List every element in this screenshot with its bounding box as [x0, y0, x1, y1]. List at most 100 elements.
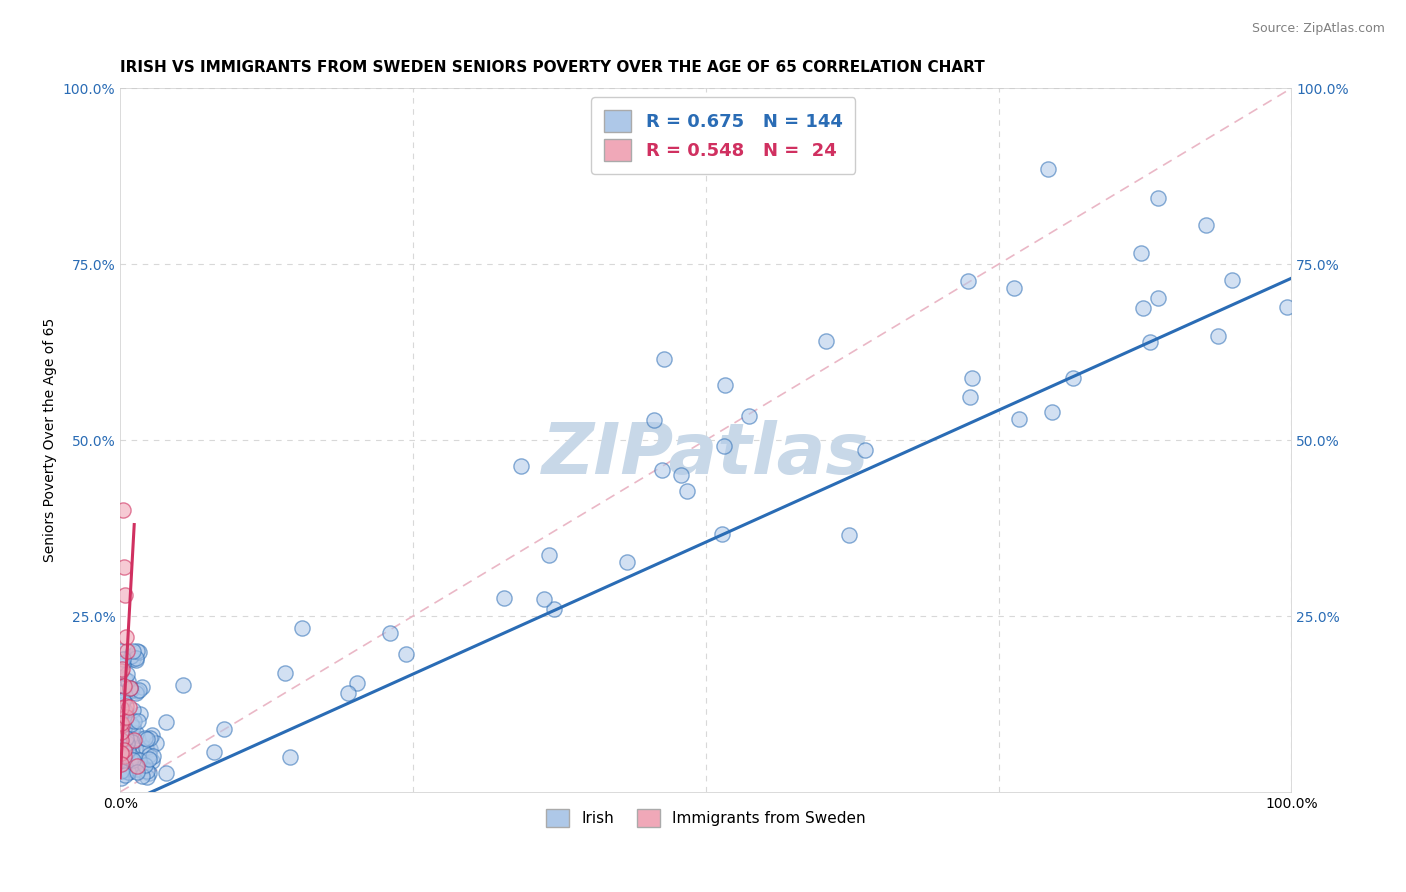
Irish	[139, 742, 162, 756]
Irish	[1147, 191, 1170, 205]
Irish	[122, 704, 145, 718]
Immigrants from Sweden	[114, 588, 136, 602]
Irish	[131, 760, 153, 774]
Immigrants from Sweden	[110, 733, 132, 747]
Immigrants from Sweden	[110, 725, 132, 739]
Irish	[337, 686, 360, 700]
Irish	[124, 653, 146, 667]
Irish	[616, 555, 638, 569]
Irish	[652, 352, 675, 367]
Irish	[112, 706, 135, 721]
Irish	[1002, 281, 1025, 295]
Irish	[128, 707, 150, 722]
Irish	[134, 731, 156, 745]
Irish	[125, 743, 148, 757]
Irish	[538, 548, 561, 562]
Irish	[111, 739, 134, 754]
Irish	[278, 749, 301, 764]
Irish	[713, 439, 735, 453]
Immigrants from Sweden	[125, 759, 148, 773]
Irish	[110, 751, 132, 765]
Immigrants from Sweden	[115, 630, 138, 644]
Immigrants from Sweden	[115, 699, 138, 714]
Immigrants from Sweden	[110, 715, 132, 730]
Irish	[111, 692, 134, 706]
Irish	[112, 691, 135, 706]
Irish	[125, 726, 148, 740]
Irish	[145, 736, 167, 750]
Irish	[533, 591, 555, 606]
Irish	[492, 591, 515, 606]
Irish	[117, 739, 139, 754]
Irish	[129, 753, 152, 767]
Irish	[155, 714, 177, 729]
Irish	[713, 377, 735, 392]
Irish	[142, 748, 165, 763]
Irish	[651, 462, 673, 476]
Irish	[959, 390, 981, 404]
Immigrants from Sweden	[114, 743, 136, 757]
Irish	[131, 769, 153, 783]
Immigrants from Sweden	[112, 559, 135, 574]
Irish	[110, 698, 132, 713]
Immigrants from Sweden	[115, 709, 138, 723]
Irish	[112, 760, 135, 774]
Irish	[125, 756, 148, 771]
Irish	[110, 764, 132, 779]
Irish	[112, 681, 135, 695]
Irish	[291, 621, 314, 635]
Irish	[155, 766, 177, 780]
Irish	[114, 754, 136, 768]
Irish	[112, 763, 135, 777]
Irish	[125, 644, 148, 658]
Irish	[115, 748, 138, 763]
Irish	[115, 756, 138, 771]
Immigrants from Sweden	[111, 503, 134, 517]
Irish	[118, 681, 141, 695]
Irish	[1147, 291, 1170, 305]
Irish	[135, 731, 157, 746]
Irish	[510, 459, 533, 474]
Immigrants from Sweden	[110, 701, 132, 715]
Irish	[120, 717, 142, 731]
Irish	[1277, 300, 1299, 314]
Irish	[118, 761, 141, 775]
Irish	[134, 758, 156, 772]
Irish	[110, 748, 132, 763]
Irish	[115, 748, 138, 763]
Irish	[121, 644, 143, 658]
Irish	[112, 693, 135, 707]
Irish	[128, 753, 150, 767]
Irish	[202, 745, 225, 759]
Irish	[138, 752, 160, 766]
Irish	[117, 765, 139, 780]
Irish	[120, 648, 142, 663]
Irish	[114, 768, 136, 782]
Immigrants from Sweden	[118, 681, 141, 695]
Irish	[141, 754, 163, 768]
Immigrants from Sweden	[110, 756, 132, 771]
Immigrants from Sweden	[117, 699, 139, 714]
Irish	[1062, 371, 1084, 385]
Irish	[711, 527, 734, 541]
Irish	[138, 748, 160, 763]
Irish	[121, 735, 143, 749]
Irish	[115, 667, 138, 681]
Irish	[125, 764, 148, 779]
Immigrants from Sweden	[111, 718, 134, 732]
Text: Source: ZipAtlas.com: Source: ZipAtlas.com	[1251, 22, 1385, 36]
Irish	[111, 652, 134, 666]
Irish	[853, 443, 876, 458]
Immigrants from Sweden	[122, 733, 145, 747]
Irish	[114, 672, 136, 686]
Irish	[110, 771, 132, 785]
Text: IRISH VS IMMIGRANTS FROM SWEDEN SENIORS POVERTY OVER THE AGE OF 65 CORRELATION C: IRISH VS IMMIGRANTS FROM SWEDEN SENIORS …	[120, 60, 986, 75]
Irish	[114, 731, 136, 746]
Irish	[395, 647, 418, 661]
Irish	[111, 762, 134, 776]
Irish	[135, 764, 157, 779]
Irish	[1220, 273, 1243, 287]
Irish	[112, 656, 135, 670]
Irish	[114, 704, 136, 718]
Irish	[1195, 219, 1218, 233]
